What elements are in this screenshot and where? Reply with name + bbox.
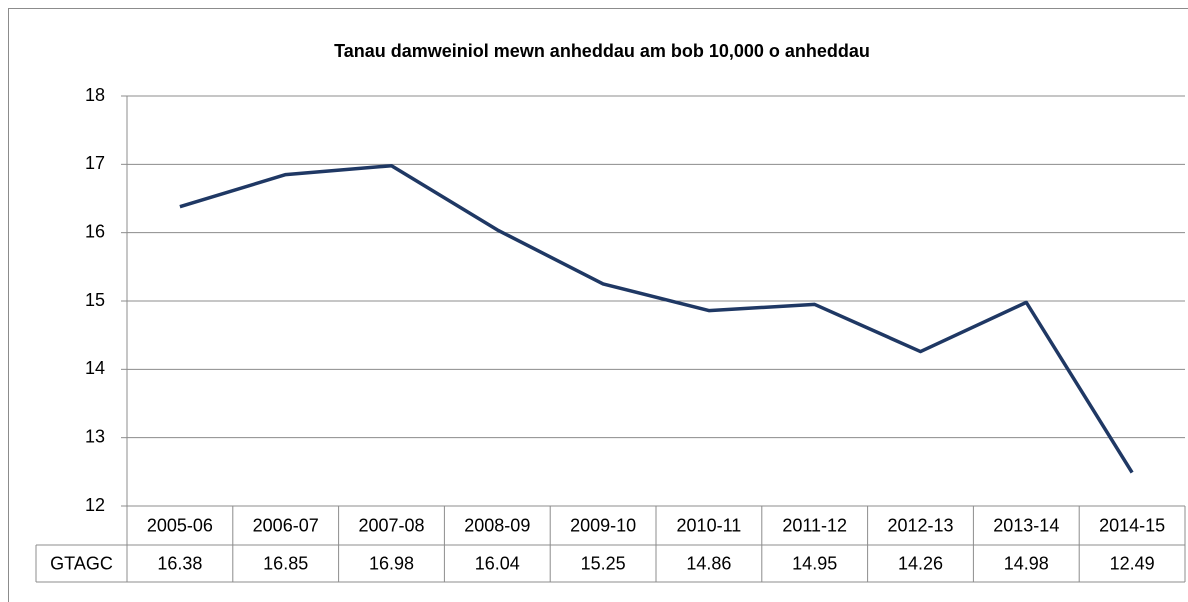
x-tick-label: 2013-14 [993, 515, 1059, 535]
table-value: 14.26 [898, 553, 943, 573]
table-value: 14.86 [686, 553, 731, 573]
x-tick-label: 2011-12 [782, 515, 847, 535]
x-tick-label: 2009-10 [570, 515, 636, 535]
x-tick-label: 2008-09 [464, 515, 530, 535]
chart-border [8, 8, 1188, 602]
y-tick-label: 16 [85, 221, 105, 241]
legend-label: GTAGC [50, 553, 113, 573]
y-tick-label: 17 [85, 153, 105, 173]
y-tick-label: 15 [85, 290, 105, 310]
y-tick-label: 12 [85, 495, 105, 515]
x-tick-label: 2005-06 [147, 515, 213, 535]
x-tick-label: 2012-13 [887, 515, 953, 535]
table-value: 14.98 [1004, 553, 1049, 573]
y-tick-label: 13 [85, 426, 105, 446]
table-value: 16.04 [475, 553, 520, 573]
table-value: 14.95 [792, 553, 837, 573]
x-tick-label: 2014-15 [1099, 515, 1165, 535]
table-value: 15.25 [581, 553, 626, 573]
table-value: 16.38 [157, 553, 202, 573]
table-value: 16.85 [263, 553, 308, 573]
y-tick-label: 18 [85, 85, 105, 105]
line [179, 163, 1134, 474]
y-tick-label: 14 [85, 358, 105, 378]
table-value: 12.49 [1110, 553, 1155, 573]
chart-title: Tanau damweiniol mewn anheddau am bob 10… [334, 41, 870, 61]
x-tick-label: 2010-11 [677, 515, 742, 535]
x-tick-label: 2007-08 [358, 515, 424, 535]
x-tick-label: 2006-07 [253, 515, 319, 535]
table-value: 16.98 [369, 553, 414, 573]
